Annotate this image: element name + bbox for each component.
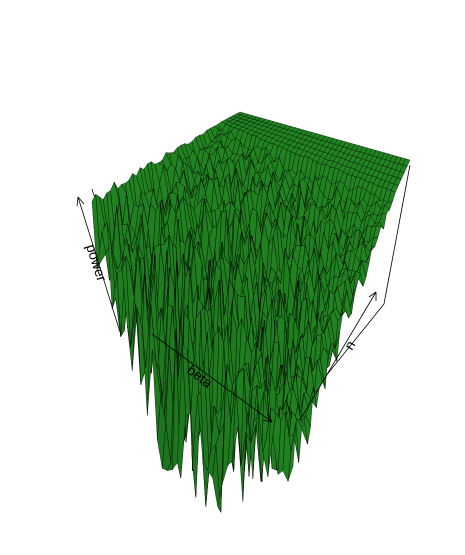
front-box-edge <box>285 399 293 419</box>
n-axis-arrowhead <box>368 291 377 301</box>
power-axis-arrowhead <box>76 196 85 207</box>
beta-axis-arrowhead <box>262 413 273 423</box>
n-axis-label: n <box>341 338 359 353</box>
back-box-edge <box>383 164 411 305</box>
n-axis-line <box>299 291 377 421</box>
surface-mesh <box>91 111 411 513</box>
surface-facet <box>287 422 297 482</box>
beta-axis-line <box>151 333 273 423</box>
power-axis-line <box>77 196 121 333</box>
